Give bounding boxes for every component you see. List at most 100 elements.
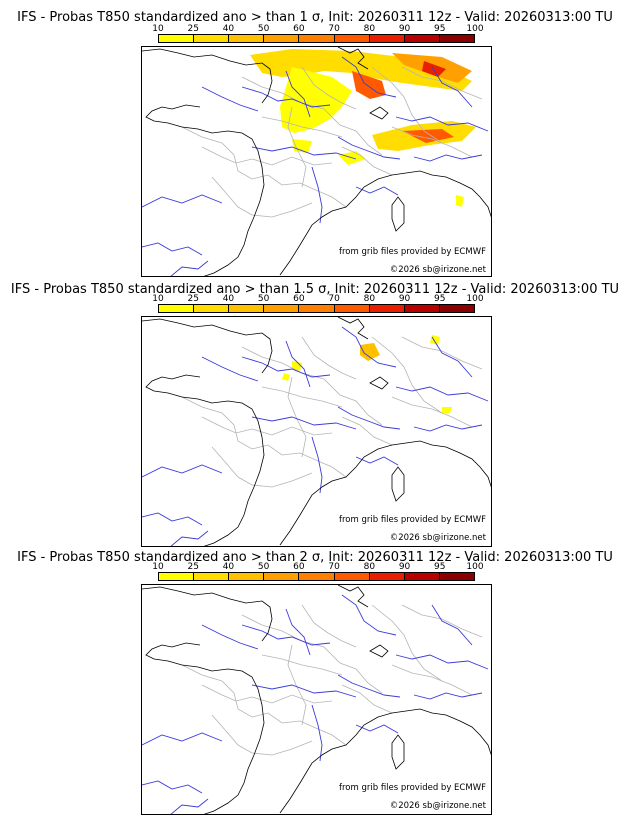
coastline: [337, 585, 369, 608]
scale-tick-label: 100: [466, 562, 484, 572]
admin-border: [371, 604, 443, 682]
river-line: [337, 674, 401, 698]
probability-scale: 10 25 40 50 60 70 80 90 95 100: [152, 294, 484, 314]
map-svg: [142, 317, 491, 546]
river-line: [170, 530, 209, 546]
admin-border: [181, 396, 347, 478]
coastline: [337, 47, 369, 70]
panel-1sigma: IFS - Probas T850 standardized ano > tha…: [0, 0, 630, 278]
scale-tick-label: 70: [328, 24, 340, 34]
river-line: [142, 464, 223, 478]
river-line: [311, 704, 323, 762]
coastline: [142, 318, 273, 374]
coastline: [145, 104, 265, 276]
admin-border: [201, 416, 333, 436]
scale-segment: [229, 573, 265, 580]
river-line: [251, 146, 357, 160]
scale-segment: [439, 573, 474, 580]
river-line: [251, 684, 357, 698]
scale-tick-label: 100: [466, 294, 484, 304]
scale-tick-label: 80: [363, 294, 376, 304]
river-line: [395, 116, 489, 132]
scale-segment: [299, 573, 335, 580]
scale-segment: [229, 305, 265, 312]
coastline: [145, 374, 265, 546]
scale-tick-label: 50: [257, 562, 270, 572]
coastline: [369, 644, 389, 658]
map-title: IFS - Probas T850 standardized ano > tha…: [17, 550, 613, 565]
river-line: [337, 406, 401, 430]
river-line: [285, 340, 311, 388]
scale-segment: [334, 573, 370, 580]
river-line: [431, 336, 473, 378]
admin-border: [181, 664, 347, 746]
admin-border: [341, 146, 393, 176]
river-line: [142, 512, 203, 526]
scale-ticks: 10 25 40 50 60 70 80 90 95 100: [152, 562, 483, 572]
admin-border: [261, 386, 343, 408]
scale-segment: [369, 305, 405, 312]
scale-tick-label: 70: [328, 294, 340, 304]
admin-border: [341, 684, 393, 714]
scale-tick-label: 40: [222, 294, 235, 304]
scale-segment: [264, 573, 300, 580]
probability-scale: 10 25 40 50 60 70 80 90 95 100: [152, 562, 484, 582]
admin-border: [181, 126, 347, 208]
probability-area: [402, 129, 454, 143]
scale-tick-label: 10: [152, 294, 164, 304]
scale-segment: [299, 35, 335, 42]
scale-segment: [159, 573, 195, 580]
admin-border: [241, 76, 383, 156]
scale-tick-label: 25: [187, 562, 199, 572]
coastline: [391, 196, 405, 232]
admin-border: [287, 644, 307, 726]
admin-border: [287, 106, 307, 188]
admin-border: [371, 336, 443, 414]
admin-border: [391, 126, 473, 158]
river-line: [142, 732, 223, 746]
admin-border: [301, 66, 357, 110]
scale-segment: [194, 305, 230, 312]
admin-border: [211, 714, 313, 756]
scale-segment: [264, 35, 300, 42]
scale-tick-label: 60: [293, 24, 305, 34]
scale-segment: [334, 35, 370, 42]
scale-segment: [404, 573, 440, 580]
probability-scale: 10 25 40 50 60 70 80 90 95 100: [152, 24, 484, 44]
credit-copyright: ©2026 sb@irizone.net: [388, 265, 487, 275]
scale-segment: [439, 305, 474, 312]
map-frame: from grib files provided by ECMWF ©2026 …: [141, 584, 492, 815]
river-line: [241, 356, 331, 378]
admin-border: [391, 664, 473, 696]
scale-segment: [404, 305, 440, 312]
scale-tick-label: 95: [434, 562, 446, 572]
probability-area: [456, 195, 464, 207]
scale-tick-label: 10: [152, 24, 164, 34]
river-line: [431, 604, 473, 646]
river-line: [285, 70, 311, 118]
scale-tick-label: 70: [328, 562, 340, 572]
probability-area: [280, 67, 352, 133]
river-line: [431, 66, 473, 108]
admin-border: [201, 146, 333, 166]
river-line: [355, 456, 399, 466]
admin-border: [261, 654, 343, 676]
river-line: [170, 798, 209, 814]
admin-border: [211, 446, 313, 488]
river-line: [241, 86, 331, 108]
scale-segment: [439, 35, 474, 42]
river-line: [201, 624, 259, 650]
scale-tick-label: 25: [187, 294, 199, 304]
admin-border: [241, 614, 383, 694]
river-line: [251, 416, 357, 430]
river-line: [341, 594, 397, 636]
probability-area: [292, 361, 302, 371]
river-line: [355, 724, 399, 734]
river-line: [241, 624, 331, 646]
scale-tick-label: 40: [222, 24, 235, 34]
scale-segment: [159, 35, 195, 42]
coastline: [337, 317, 369, 340]
coastline: [369, 106, 389, 120]
admin-border: [201, 684, 333, 704]
admin-border: [341, 416, 393, 446]
